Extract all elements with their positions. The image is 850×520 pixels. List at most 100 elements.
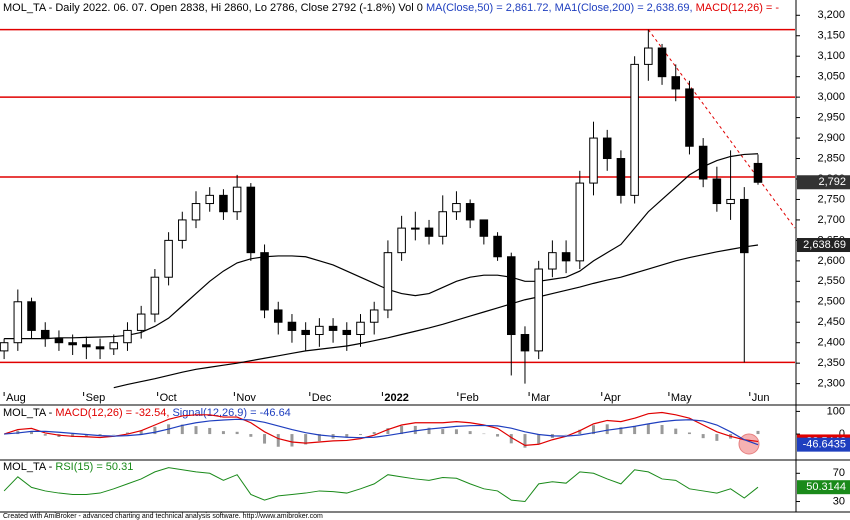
- value-marker-label: 2,792: [818, 176, 846, 188]
- x-tick-label: Aug: [6, 392, 26, 404]
- candle-body: [479, 219, 489, 237]
- candle-body: [712, 178, 722, 205]
- y-tick-label: 2,850: [817, 152, 845, 164]
- x-tick-label: Apr: [604, 392, 621, 404]
- y-tick-label: 2,400: [817, 337, 845, 349]
- candle-body: [301, 329, 310, 336]
- candle-body: [315, 325, 324, 336]
- candle-body: [411, 227, 420, 230]
- panel-title: MOL_TA - RSI(15) = 50.31: [3, 461, 133, 473]
- candle-body: [342, 329, 352, 336]
- y-tick-label: 3,150: [817, 30, 845, 42]
- candle-body: [465, 203, 475, 221]
- x-tick-label: Oct: [160, 392, 177, 404]
- candle-body: [109, 342, 119, 350]
- y-tick-label: 2,550: [817, 275, 845, 287]
- candle-body: [753, 162, 763, 183]
- y-tick-label: 30: [833, 495, 845, 507]
- trendline: [647, 29, 796, 229]
- panel-title: MOL_TA - MACD(12,26) = -32.54, Signal(12…: [3, 407, 291, 419]
- candle-body: [95, 346, 105, 350]
- candle-body: [273, 309, 283, 323]
- y-tick-label: 2,950: [817, 112, 845, 124]
- candle-body: [40, 329, 50, 340]
- candle-body: [452, 203, 461, 213]
- x-tick-label: Sep: [86, 392, 106, 404]
- candle-body: [616, 158, 626, 196]
- candle-body: [548, 252, 557, 270]
- x-tick-label: Jun: [752, 392, 770, 404]
- y-tick-label: 2,700: [817, 214, 845, 226]
- candle-body: [356, 321, 365, 336]
- candle-body: [438, 211, 448, 237]
- candle-body: [561, 252, 571, 262]
- candle-body: [575, 182, 585, 262]
- candle-body: [68, 342, 77, 346]
- x-tick-label: 2022: [384, 392, 408, 404]
- candle-body: [383, 252, 393, 311]
- y-tick-label: 2,300: [817, 378, 845, 390]
- value-marker: [797, 437, 850, 452]
- y-tick-label: 2,500: [817, 296, 845, 308]
- candle-body: [164, 239, 173, 278]
- candle-body: [534, 268, 543, 352]
- candle-body: [123, 329, 132, 344]
- candle-body: [602, 137, 612, 160]
- title-part: MOL_TA -: [3, 461, 55, 473]
- value-marker-label: 50.3144: [806, 481, 846, 493]
- title-part: MOL_TA - Daily 2022. 06. 07. Open 2838, …: [3, 2, 426, 14]
- candle-body: [698, 145, 708, 180]
- candle-body: [520, 334, 530, 352]
- title-part: MA(Close,50) = 2,861.72,: [426, 2, 555, 14]
- title-part: Signal(12,26,9) = -46.64: [172, 407, 290, 419]
- candle-body: [685, 88, 694, 147]
- candle-body: [232, 186, 242, 213]
- candle-body: [54, 338, 64, 344]
- y-tick-label: 70: [833, 467, 845, 479]
- title-part: MACD(12,26) = -32.54,: [55, 407, 172, 419]
- x-tick-label: Dec: [312, 392, 332, 404]
- candle-body: [589, 137, 598, 184]
- candle-body: [13, 301, 23, 344]
- candle-body: [136, 313, 146, 331]
- candle-body: [630, 63, 639, 196]
- x-tick-label: Nov: [236, 392, 256, 404]
- y-tick-label: 2,450: [817, 316, 845, 328]
- y-tick-label: 2,900: [817, 132, 845, 144]
- value-marker: [797, 238, 850, 253]
- title-part: MA1(Close,200) = 2,638.69,: [555, 2, 696, 14]
- x-tick-label: Feb: [460, 392, 479, 404]
- value-marker-label: -46.6435: [803, 439, 846, 451]
- y-tick-label: 2,350: [817, 357, 845, 369]
- candle-body: [191, 203, 201, 221]
- candle-body: [260, 252, 269, 311]
- candle-body: [0, 342, 9, 352]
- candle-body: [369, 309, 379, 323]
- value-marker-label: 2,638.69: [803, 239, 846, 251]
- footer: Created with AmiBroker - advanced charti…: [3, 513, 323, 520]
- candle-body: [150, 276, 160, 315]
- y-tick-label: 2,600: [817, 255, 845, 267]
- candle-body: [205, 194, 214, 205]
- candle-body: [740, 198, 749, 254]
- y-tick-label: 3,100: [817, 50, 845, 62]
- candle-body: [424, 227, 434, 237]
- y-tick-label: 100: [827, 405, 845, 417]
- y-tick-label: 3,200: [817, 9, 845, 21]
- candle-body: [644, 47, 653, 65]
- candle-body: [493, 235, 502, 258]
- candle-body: [287, 321, 297, 331]
- panel-title: MOL_TA - Daily 2022. 06. 07. Open 2838, …: [3, 2, 779, 14]
- x-tick-label: May: [671, 392, 692, 404]
- value-marker: [797, 175, 850, 190]
- candle-body: [657, 47, 667, 78]
- candle-body: [82, 344, 91, 348]
- title-part: MOL_TA -: [3, 407, 55, 419]
- candle-body: [671, 76, 681, 90]
- indicator-line: [4, 418, 759, 446]
- candle-body: [328, 325, 338, 331]
- title-part: MACD(12,26) = -: [696, 2, 780, 14]
- moving-average: [113, 244, 759, 389]
